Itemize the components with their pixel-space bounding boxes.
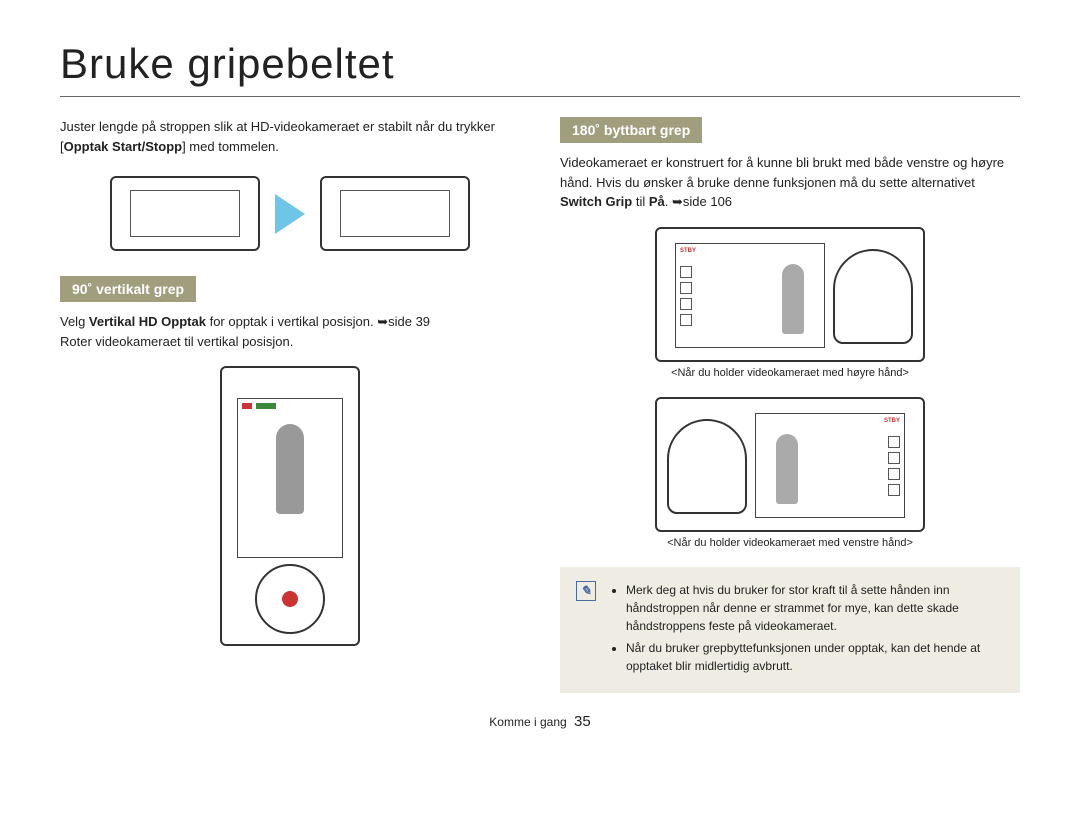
vg-pre: Velg xyxy=(60,314,89,329)
strap-adjust-figure xyxy=(60,176,520,251)
camera-left-hand: STBY xyxy=(655,397,925,532)
intro-text: Juster lengde på stroppen slik at HD-vid… xyxy=(60,117,520,156)
arrow-icon xyxy=(275,194,305,234)
screen-icons-l xyxy=(888,436,900,496)
lens-ring xyxy=(255,564,325,634)
note-item-2: Når du bruker grepbyttefunksjonen under … xyxy=(626,639,1004,675)
rec-indicator-icon xyxy=(242,403,252,409)
camera-screen-l: STBY xyxy=(755,413,905,518)
vg-bold: Vertikal HD Opptak xyxy=(89,314,206,329)
camera-strap-after xyxy=(320,176,470,251)
switch-grip-label: 180˚ byttbart grep xyxy=(560,117,702,143)
note-item-1: Merk deg at hvis du bruker for stor kraf… xyxy=(626,581,1004,635)
title-underline xyxy=(60,96,1020,97)
footer-text: Komme i gang xyxy=(489,715,566,729)
screen-icon xyxy=(680,266,692,278)
person-silhouette xyxy=(276,424,304,514)
intro-bold: Opptak Start/Stopp xyxy=(64,139,182,154)
page-title: Bruke gripebeltet xyxy=(60,40,1020,88)
page-footer: Komme i gang 35 xyxy=(60,713,1020,730)
vertical-camera-screen xyxy=(237,398,343,558)
camera-strap-before xyxy=(110,176,260,251)
page-number: 35 xyxy=(574,713,591,730)
content-columns: Juster lengde på stroppen slik at HD-vid… xyxy=(60,117,1020,693)
left-column: Juster lengde på stroppen slik at HD-vid… xyxy=(60,117,520,693)
screen-icon xyxy=(888,436,900,448)
camera-screen-r: STBY xyxy=(675,243,825,348)
vertical-camera-figure xyxy=(60,366,520,646)
switch-grip-text: Videokameraet er konstruert for å kunne … xyxy=(560,153,1020,212)
stby-indicator-icon xyxy=(256,403,276,409)
left-hand-figure: STBY xyxy=(560,397,1020,532)
screen-icon xyxy=(680,282,692,294)
sg-bold2: På xyxy=(649,194,665,209)
vertical-grip-text: Velg Vertikal HD Opptak for opptak i ver… xyxy=(60,312,520,351)
screen-icon xyxy=(888,452,900,464)
note-box: ✎ Merk deg at hvis du bruker for stor kr… xyxy=(560,567,1020,693)
sg-post: . ➥side 106 xyxy=(665,194,732,209)
screen-icon xyxy=(680,314,692,326)
caption-left-hand: <Når du holder videokameraet med venstre… xyxy=(560,537,1020,549)
vg-mid: for opptak i vertikal posisjon. ➥side 39 xyxy=(206,314,430,329)
screen-icons-r xyxy=(680,266,692,326)
person-silhouette-l xyxy=(776,434,798,504)
hand-outline-r xyxy=(833,249,913,344)
vg-line2: Roter videokameraet til vertikal posisjo… xyxy=(60,334,293,349)
sg-pre: Videokameraet er konstruert for å kunne … xyxy=(560,155,1004,190)
note-list: Merk deg at hvis du bruker for stor kraf… xyxy=(608,581,1004,679)
person-silhouette-r xyxy=(782,264,804,334)
screen-icon xyxy=(888,468,900,480)
sg-mid: til xyxy=(632,194,649,209)
camera-right-hand: STBY xyxy=(655,227,925,362)
intro-post: ] med tommelen. xyxy=(182,139,279,154)
note-icon: ✎ xyxy=(576,581,596,601)
right-hand-figure: STBY xyxy=(560,227,1020,362)
screen-icon xyxy=(888,484,900,496)
vertical-camera-outline xyxy=(220,366,360,646)
hand-outline-l xyxy=(667,419,747,514)
right-column: 180˚ byttbart grep Videokameraet er kons… xyxy=(560,117,1020,693)
caption-right-hand: <Når du holder videokameraet med høyre h… xyxy=(560,367,1020,379)
vertical-grip-label: 90˚ vertikalt grep xyxy=(60,276,196,302)
stby-label-l: STBY xyxy=(884,418,900,424)
stby-label-r: STBY xyxy=(680,248,696,254)
sg-bold: Switch Grip xyxy=(560,194,632,209)
screen-icon xyxy=(680,298,692,310)
